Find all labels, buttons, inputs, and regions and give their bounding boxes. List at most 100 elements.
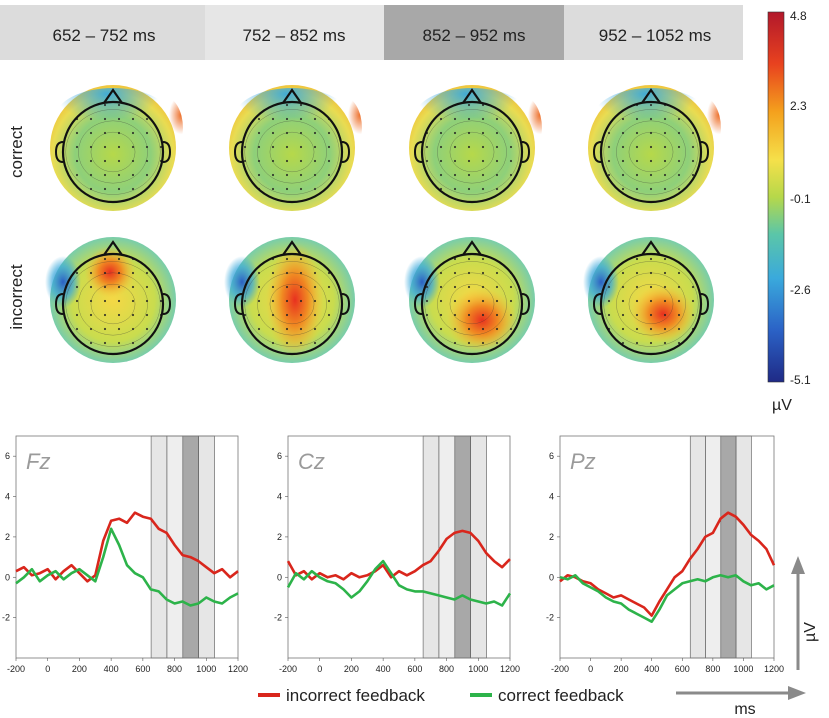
legend-correct-label: correct feedback bbox=[498, 686, 624, 705]
chart-title: Fz bbox=[26, 449, 50, 474]
colorbar-gradient bbox=[767, 11, 785, 383]
time-window-label-3: 852 – 952 ms bbox=[422, 26, 525, 45]
right-ear bbox=[341, 293, 351, 315]
left-ear bbox=[54, 293, 64, 315]
series-correct-line bbox=[286, 559, 512, 607]
x-tick-label: 1200 bbox=[228, 664, 248, 674]
y-arrow-head bbox=[791, 556, 805, 574]
x-tick-label: -200 bbox=[279, 664, 297, 674]
electrode-grid bbox=[422, 254, 522, 354]
topomap-incorrect-3 bbox=[404, 237, 535, 363]
left-ear bbox=[592, 141, 602, 163]
series-incorrect-line bbox=[559, 511, 776, 617]
y-tick-label: 0 bbox=[549, 572, 554, 582]
y-arrow-label: µV bbox=[802, 622, 819, 642]
x-tick-label: 600 bbox=[135, 664, 150, 674]
topomap-incorrect-4 bbox=[583, 237, 714, 363]
topographic-maps bbox=[45, 85, 721, 363]
x-tick-label: 1000 bbox=[196, 664, 216, 674]
time-window-shade-3 bbox=[454, 435, 471, 659]
y-tick-label: 6 bbox=[277, 451, 282, 461]
erp-chart-fz: 6 4 2 0 -2 -200 0 200 400 600 800 1000 1200 Fz bbox=[2, 435, 248, 674]
nose-outline bbox=[282, 88, 302, 104]
x-tick-label: 1000 bbox=[468, 664, 488, 674]
time-window-shade-3 bbox=[720, 435, 737, 659]
left-ear bbox=[233, 141, 243, 163]
nose-outline bbox=[282, 240, 302, 256]
x-arrow-label: ms bbox=[734, 701, 755, 718]
y-tick-label: 2 bbox=[277, 532, 282, 542]
plot-frame bbox=[15, 435, 239, 659]
y-tick-label: 4 bbox=[549, 492, 554, 502]
head-outline bbox=[240, 100, 344, 204]
axis-arrows: µV ms bbox=[676, 556, 819, 718]
x-tick-label: 1200 bbox=[764, 664, 784, 674]
nose-outline bbox=[103, 240, 123, 256]
head-outline bbox=[420, 252, 524, 356]
head-outline bbox=[599, 100, 703, 204]
chart-title: Pz bbox=[570, 449, 596, 474]
electrode-grid bbox=[63, 254, 163, 354]
row-label-incorrect: incorrect bbox=[7, 264, 26, 329]
series-correct-line bbox=[15, 527, 239, 607]
erp-chart-cz: 6 4 2 0 -2 -200 0 200 400 600 800 1000 1200 Cz bbox=[274, 435, 520, 674]
x-tick-label: 200 bbox=[72, 664, 87, 674]
time-window-shade-1 bbox=[150, 435, 168, 659]
x-tick-label: 0 bbox=[317, 664, 322, 674]
time-window-bar-1 bbox=[0, 5, 205, 60]
x-tick-label: 400 bbox=[376, 664, 391, 674]
time-window-label-1: 652 – 752 ms bbox=[52, 26, 155, 45]
y-tick-label: 2 bbox=[5, 532, 10, 542]
topomap-incorrect-2 bbox=[224, 237, 355, 363]
head-outline bbox=[240, 252, 344, 356]
nose-outline bbox=[641, 240, 661, 256]
legend-incorrect-label: incorrect feedback bbox=[286, 686, 425, 705]
x-tick-label: 0 bbox=[588, 664, 593, 674]
electrode-grid bbox=[422, 102, 522, 202]
topomap-incorrect-1 bbox=[45, 237, 176, 363]
series-correct-line bbox=[559, 574, 775, 623]
electrode-grid bbox=[601, 102, 701, 202]
left-ear bbox=[413, 293, 423, 315]
y-tick-label: -2 bbox=[2, 613, 10, 623]
electrode-grid bbox=[242, 102, 342, 202]
time-window-bar-3 bbox=[384, 5, 564, 60]
colorbar-tick-mid: -0.1 bbox=[790, 192, 811, 206]
y-tick-label: 6 bbox=[549, 451, 554, 461]
y-tick-label: -2 bbox=[274, 613, 282, 623]
nose-outline bbox=[462, 240, 482, 256]
time-window-bar-4 bbox=[564, 5, 743, 60]
series-incorrect-line bbox=[286, 529, 511, 581]
right-ear bbox=[521, 293, 531, 315]
x-tick-label: 400 bbox=[104, 664, 119, 674]
right-ear bbox=[162, 293, 172, 315]
topomap-correct-2 bbox=[229, 85, 362, 211]
left-ear bbox=[592, 293, 602, 315]
electrode-grid bbox=[242, 254, 342, 354]
y-tick-label: 2 bbox=[549, 532, 554, 542]
time-window-shade-4 bbox=[198, 435, 215, 659]
head-outline bbox=[61, 252, 165, 356]
left-ear bbox=[413, 141, 423, 163]
y-tick-label: 0 bbox=[5, 572, 10, 582]
y-tick-label: 0 bbox=[277, 572, 282, 582]
topomap-correct-1 bbox=[50, 85, 183, 211]
right-ear bbox=[700, 293, 710, 315]
x-tick-label: 1200 bbox=[500, 664, 520, 674]
topomap-correct-4 bbox=[588, 85, 721, 211]
x-tick-label: 600 bbox=[675, 664, 690, 674]
colorbar-tick-4: -2.6 bbox=[790, 283, 811, 297]
row-label-correct: correct bbox=[7, 126, 26, 178]
plot-frame bbox=[559, 435, 775, 659]
left-ear bbox=[233, 293, 243, 315]
x-tick-label: 400 bbox=[644, 664, 659, 674]
right-ear bbox=[162, 141, 172, 163]
time-window-shade-4 bbox=[470, 435, 487, 659]
left-ear bbox=[54, 141, 64, 163]
x-tick-label: 600 bbox=[407, 664, 422, 674]
time-window-header: 652 – 752 ms 752 – 852 ms 852 – 952 ms 9… bbox=[0, 5, 743, 60]
x-tick-label: 800 bbox=[167, 664, 182, 674]
electrode-grid bbox=[601, 254, 701, 354]
